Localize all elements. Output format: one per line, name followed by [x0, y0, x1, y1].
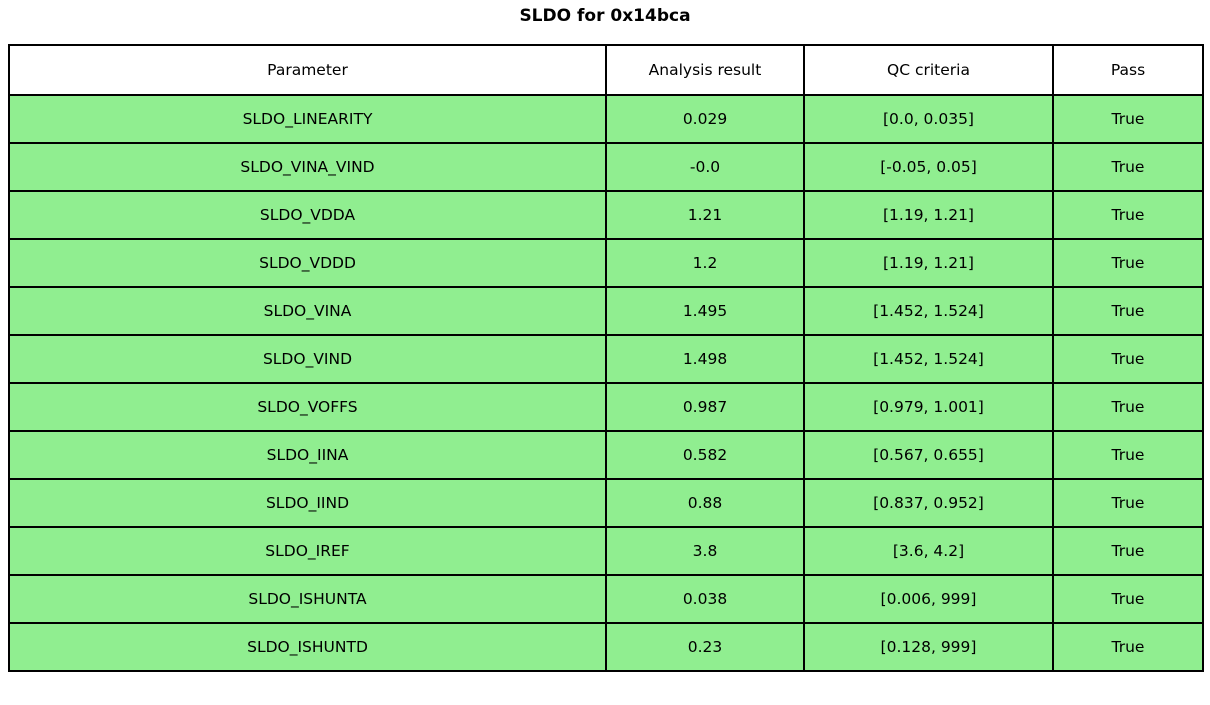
table-row: SLDO_IREF 3.8 [3.6, 4.2] True	[8, 526, 1204, 576]
cell-criteria: [1.452, 1.524]	[803, 334, 1054, 384]
cell-parameter: SLDO_VINA	[8, 286, 607, 336]
cell-result: -0.0	[605, 142, 805, 192]
qc-table-body: SLDO_LINEARITY 0.029 [0.0, 0.035] True SLDO_…	[8, 94, 1204, 672]
cell-result: 1.21	[605, 190, 805, 240]
table-header: Parameter Analysis result QC criteria Pa…	[8, 44, 1204, 96]
table-row: SLDO_ISHUNTA 0.038 [0.006, 999] True	[8, 574, 1204, 624]
cell-criteria: [0.128, 999]	[803, 622, 1054, 672]
cell-parameter: SLDO_VDDD	[8, 238, 607, 288]
cell-result: 1.2	[605, 238, 805, 288]
column-header-pass: Pass	[1052, 44, 1204, 96]
cell-pass: True	[1052, 94, 1204, 144]
cell-pass: True	[1052, 334, 1204, 384]
page-title: SLDO for 0x14bca	[519, 6, 691, 26]
table-row: SLDO_VINA_VIND -0.0 [-0.05, 0.05] True	[8, 142, 1204, 192]
cell-pass: True	[1052, 286, 1204, 336]
cell-parameter: SLDO_ISHUNTD	[8, 622, 607, 672]
cell-pass: True	[1052, 142, 1204, 192]
cell-parameter: SLDO_VINA_VIND	[8, 142, 607, 192]
cell-pass: True	[1052, 430, 1204, 480]
table-row: SLDO_VDDD 1.2 [1.19, 1.21] True	[8, 238, 1204, 288]
cell-criteria: [0.837, 0.952]	[803, 478, 1054, 528]
cell-result: 0.23	[605, 622, 805, 672]
cell-pass: True	[1052, 238, 1204, 288]
cell-parameter: SLDO_VDDA	[8, 190, 607, 240]
header-row: Parameter Analysis result QC criteria Pa…	[8, 44, 1204, 96]
cell-criteria: [1.19, 1.21]	[803, 190, 1054, 240]
column-header-analysis-result: Analysis result	[605, 44, 805, 96]
cell-result: 0.029	[605, 94, 805, 144]
table-row: SLDO_VOFFS 0.987 [0.979, 1.001] True	[8, 382, 1204, 432]
cell-pass: True	[1052, 526, 1204, 576]
cell-pass: True	[1052, 190, 1204, 240]
table-row: SLDO_VINA 1.495 [1.452, 1.524] True	[8, 286, 1204, 336]
cell-result: 1.498	[605, 334, 805, 384]
cell-criteria: [1.19, 1.21]	[803, 238, 1054, 288]
cell-criteria: [0.567, 0.655]	[803, 430, 1054, 480]
cell-result: 0.582	[605, 430, 805, 480]
cell-pass: True	[1052, 382, 1204, 432]
cell-result: 0.987	[605, 382, 805, 432]
column-header-parameter: Parameter	[8, 44, 607, 96]
qc-results-table: Parameter Analysis result QC criteria Pa…	[8, 44, 1204, 672]
table-row: SLDO_VDDA 1.21 [1.19, 1.21] True	[8, 190, 1204, 240]
table-row: SLDO_IINA 0.582 [0.567, 0.655] True	[8, 430, 1204, 480]
cell-criteria: [0.006, 999]	[803, 574, 1054, 624]
cell-parameter: SLDO_IINA	[8, 430, 607, 480]
table-row: SLDO_VIND 1.498 [1.452, 1.524] True	[8, 334, 1204, 384]
table-row: SLDO_ISHUNTD 0.23 [0.128, 999] True	[8, 622, 1204, 672]
table-row: SLDO_LINEARITY 0.029 [0.0, 0.035] True	[8, 94, 1204, 144]
cell-criteria: [1.452, 1.524]	[803, 286, 1054, 336]
cell-pass: True	[1052, 478, 1204, 528]
cell-parameter: SLDO_LINEARITY	[8, 94, 607, 144]
column-header-qc-criteria: QC criteria	[803, 44, 1054, 96]
cell-parameter: SLDO_IIND	[8, 478, 607, 528]
cell-criteria: [0.0, 0.035]	[803, 94, 1054, 144]
cell-result: 0.038	[605, 574, 805, 624]
cell-parameter: SLDO_VOFFS	[8, 382, 607, 432]
cell-result: 1.495	[605, 286, 805, 336]
cell-result: 0.88	[605, 478, 805, 528]
cell-pass: True	[1052, 622, 1204, 672]
cell-parameter: SLDO_VIND	[8, 334, 607, 384]
table-row: SLDO_IIND 0.88 [0.837, 0.952] True	[8, 478, 1204, 528]
cell-parameter: SLDO_ISHUNTA	[8, 574, 607, 624]
cell-result: 3.8	[605, 526, 805, 576]
cell-parameter: SLDO_IREF	[8, 526, 607, 576]
cell-criteria: [0.979, 1.001]	[803, 382, 1054, 432]
cell-criteria: [3.6, 4.2]	[803, 526, 1054, 576]
cell-pass: True	[1052, 574, 1204, 624]
cell-criteria: [-0.05, 0.05]	[803, 142, 1054, 192]
